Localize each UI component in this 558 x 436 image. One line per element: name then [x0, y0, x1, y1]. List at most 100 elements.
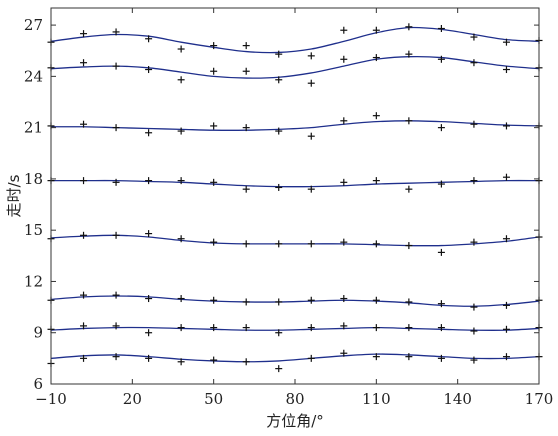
- data-point: [372, 54, 380, 62]
- data-point: [470, 59, 478, 67]
- data-point: [210, 122, 218, 130]
- data-point: [502, 38, 510, 46]
- data-point: [80, 177, 88, 185]
- data-point: [502, 325, 510, 333]
- data-point: [242, 298, 250, 306]
- data-point: [340, 178, 348, 186]
- data-point: [437, 180, 445, 188]
- data-point: [372, 177, 380, 185]
- data-point: [242, 42, 250, 50]
- data-point: [145, 129, 153, 137]
- data-point: [177, 76, 185, 84]
- data-point: [372, 112, 380, 120]
- data-point: [242, 185, 250, 193]
- data-point: [405, 324, 413, 332]
- data-point: [470, 327, 478, 335]
- data-point: [437, 248, 445, 256]
- data-point: [112, 28, 120, 36]
- data-point: [405, 298, 413, 306]
- data-point: [372, 240, 380, 248]
- markers-layer: [47, 23, 543, 373]
- data-point: [145, 329, 153, 337]
- data-point: [437, 300, 445, 308]
- data-point: [307, 52, 315, 60]
- data-point: [307, 240, 315, 248]
- data-point: [340, 322, 348, 330]
- data-point: [405, 117, 413, 125]
- data-point: [275, 76, 283, 84]
- data-point: [80, 354, 88, 362]
- fit-curve-8: [50, 26, 540, 54]
- data-point: [307, 132, 315, 140]
- data-point: [340, 238, 348, 246]
- data-point: [80, 120, 88, 128]
- data-point: [275, 240, 283, 248]
- data-point: [502, 301, 510, 309]
- data-point: [470, 120, 478, 128]
- x-axis-title: 方位角/°: [266, 412, 324, 430]
- data-point: [210, 296, 218, 304]
- data-point: [145, 354, 153, 362]
- fit-curve-7: [50, 55, 540, 79]
- data-point: [210, 356, 218, 364]
- data-point: [275, 183, 283, 191]
- x-tick-label: −10: [35, 390, 67, 408]
- data-point: [112, 322, 120, 330]
- data-point: [340, 295, 348, 303]
- data-point: [502, 173, 510, 181]
- data-point: [470, 356, 478, 364]
- y-tick-label: 6: [33, 375, 43, 393]
- data-point: [177, 177, 185, 185]
- data-point: [307, 324, 315, 332]
- data-point: [112, 124, 120, 132]
- data-point: [275, 127, 283, 135]
- x-tick-label: 110: [362, 390, 391, 408]
- y-tick-label: 21: [24, 119, 43, 137]
- fit-curve-5: [50, 179, 540, 188]
- y-tick-label: 15: [24, 221, 43, 239]
- x-tick-label: 20: [123, 390, 142, 408]
- data-point: [470, 33, 478, 41]
- data-point: [275, 298, 283, 306]
- data-point: [242, 240, 250, 248]
- data-point: [275, 50, 283, 58]
- data-point: [112, 62, 120, 70]
- data-point: [372, 353, 380, 361]
- x-tick-label: 170: [525, 390, 554, 408]
- y-tick-label: 12: [24, 272, 43, 290]
- x-tick-label: 140: [443, 390, 472, 408]
- y-tick-label: 27: [24, 16, 43, 34]
- data-point: [372, 26, 380, 34]
- data-point: [145, 230, 153, 238]
- y-tick-label: 9: [33, 324, 43, 342]
- data-point: [340, 349, 348, 357]
- data-point: [405, 50, 413, 58]
- data-point: [80, 291, 88, 299]
- data-point: [145, 66, 153, 74]
- data-point: [307, 296, 315, 304]
- data-point: [437, 124, 445, 132]
- fit-curve-1: [50, 353, 540, 363]
- data-point: [242, 67, 250, 75]
- fit-curve-6: [50, 120, 540, 131]
- data-point: [145, 177, 153, 185]
- data-point: [177, 324, 185, 332]
- fit-curve-4: [50, 234, 540, 247]
- ticks-layer: −10 20 50 80 110 140 170 6 9 12 15 18 21 24 27: [24, 8, 553, 408]
- data-point: [177, 295, 185, 303]
- data-point: [177, 45, 185, 53]
- data-point: [437, 25, 445, 33]
- data-point: [405, 353, 413, 361]
- x-tick-label: 80: [285, 390, 304, 408]
- y-axis-title: 走时/s: [5, 174, 23, 217]
- data-point: [372, 296, 380, 304]
- data-point: [470, 303, 478, 311]
- data-point: [80, 59, 88, 67]
- data-point: [405, 23, 413, 31]
- data-point: [210, 238, 218, 246]
- data-point: [242, 324, 250, 332]
- data-point: [340, 26, 348, 34]
- data-point: [405, 242, 413, 250]
- data-point: [242, 124, 250, 132]
